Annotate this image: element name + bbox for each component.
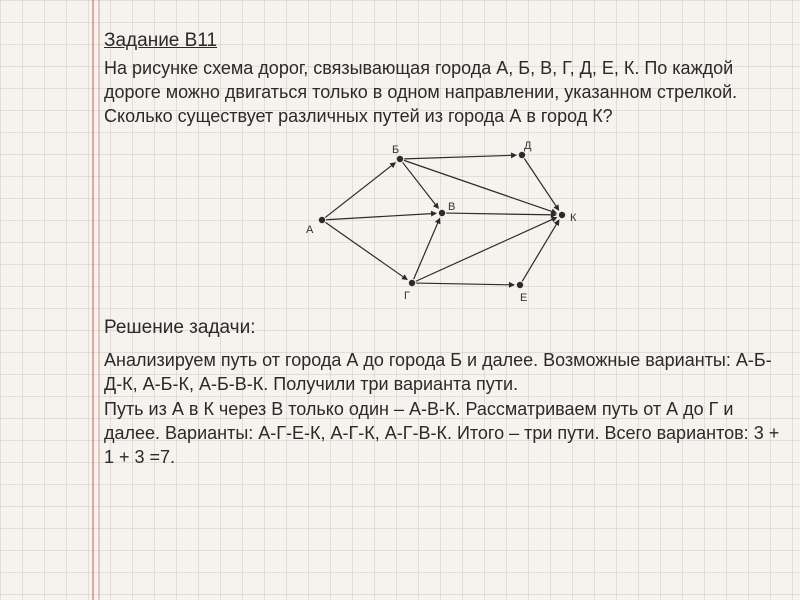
edge-V-K — [446, 213, 556, 215]
solution-label: Решение задачи: — [104, 315, 780, 341]
node-B — [397, 155, 403, 161]
node-label-E: Е — [520, 292, 527, 304]
content-area: Задание В11 На рисунке схема дорог, связ… — [104, 28, 780, 470]
node-D — [519, 151, 525, 157]
graph-svg: А Б В Г Д Е К — [262, 135, 622, 305]
edge-G-K — [416, 217, 557, 281]
node-V — [439, 209, 445, 215]
node-label-G: Г — [404, 290, 410, 302]
node-label-V: В — [448, 201, 455, 213]
edge-B-D — [404, 155, 516, 159]
node-label-A: А — [306, 224, 314, 236]
margin-rule-outer — [92, 0, 94, 600]
edge-B-V — [403, 162, 439, 208]
edge-G-V — [414, 218, 440, 278]
node-G — [409, 279, 415, 285]
edge-G-E — [416, 283, 514, 285]
node-label-D: Д — [524, 140, 532, 152]
node-label-B: Б — [392, 144, 399, 156]
road-graph: А Б В Г Д Е К — [262, 135, 622, 305]
solution-body: Анализируем путь от города А до города Б… — [104, 348, 780, 469]
edge-A-B — [325, 162, 395, 217]
problem-text: На рисунке схема дорог, связывающая горо… — [104, 56, 780, 129]
node-A — [319, 216, 325, 222]
margin-rule-inner — [98, 0, 100, 600]
node-E — [517, 281, 523, 287]
task-title: Задание В11 — [104, 28, 780, 54]
edge-E-K — [522, 220, 559, 281]
node-K — [559, 211, 565, 217]
edge-A-G — [325, 222, 406, 279]
edge-B-K — [404, 160, 556, 213]
edge-A-V — [326, 213, 436, 219]
node-label-K: К — [570, 212, 577, 224]
edge-D-K — [524, 158, 558, 209]
